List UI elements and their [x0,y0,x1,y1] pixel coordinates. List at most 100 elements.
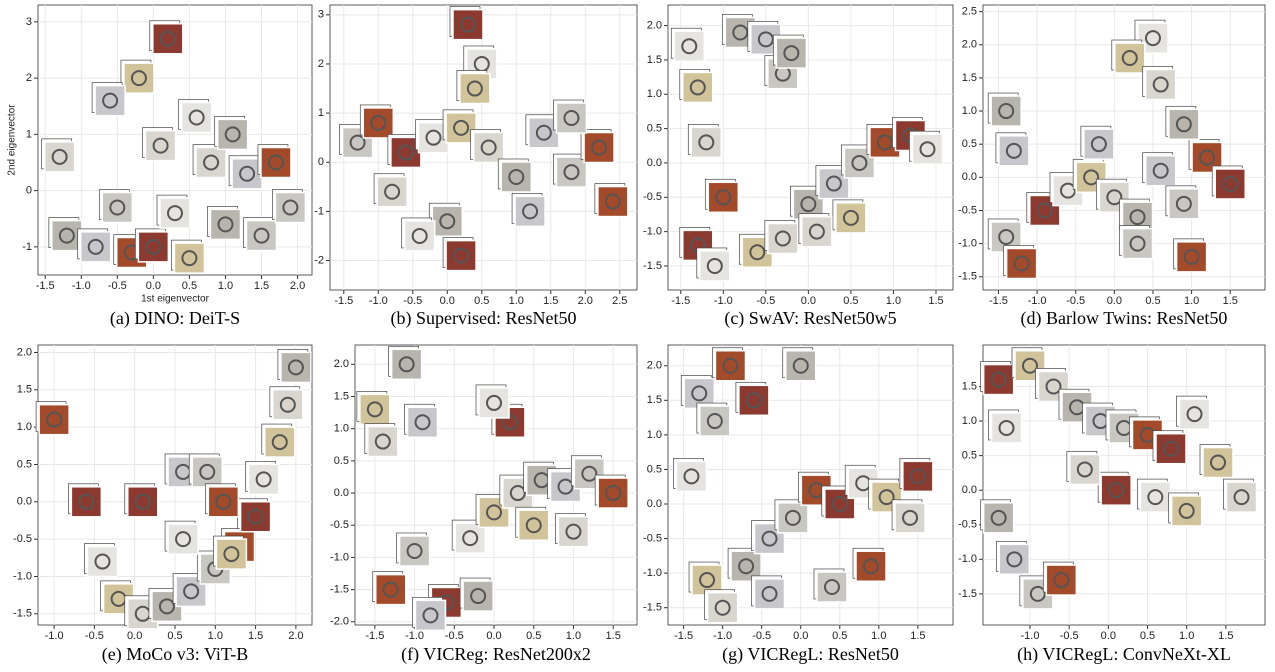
caption: (g) VICRegL: ResNet50 [722,644,899,665]
x-tick-label: 1.0 [509,295,524,307]
y-tick-label: 0.5 [334,455,349,467]
y-tick-label: 2.0 [17,346,32,358]
thumbnail [415,600,445,630]
thumbnail [991,96,1021,126]
x-tick-label: 1.0 [566,630,581,642]
x-tick-label: 0.5 [182,280,197,292]
thumbnail [1123,229,1153,259]
y-tick-label: -1.0 [643,226,662,238]
x-tick-label: 1.5 [606,630,621,642]
y-tick-label: 2 [26,72,32,84]
y-tick-label: -1 [314,205,324,217]
caption: (c) SwAV: ResNet50w5 [724,308,896,329]
thumbnail [460,74,490,104]
thumbnail [39,405,69,435]
x-tick-label: 1.5 [1218,630,1233,642]
y-tick-label: 1.0 [962,105,977,117]
x-tick-label: 0.0 [1107,295,1122,307]
thumbnail [999,136,1029,166]
thumbnail [715,351,745,381]
y-tick-label: 2 [318,58,324,70]
y-tick-label: 2.0 [334,358,349,370]
thumbnail [755,579,785,609]
x-tick-label: -0.5 [752,630,771,642]
thumbnail [708,593,738,623]
thumbnail [182,103,212,133]
thumbnail [368,427,398,457]
x-tick-label: 0.5 [526,630,541,642]
thumbnail [138,232,168,262]
y-tick-label: -1.5 [643,260,662,272]
thumbnail [218,119,248,149]
x-tick-label: 0.0 [146,280,161,292]
y-tick-label: 2.0 [647,360,662,372]
x-tick-label: -1.5 [36,280,55,292]
y-tick-label: 0.0 [17,496,32,508]
x-tick-label: -1.0 [714,295,733,307]
y-axis-label: 2nd eigenvector [7,104,18,176]
thumbnail [598,478,628,508]
thumbnail [1046,565,1076,595]
thumbnail [360,394,390,424]
y-tick-label: 0.5 [647,463,662,475]
thumbnail [247,221,277,251]
thumbnail [265,427,295,457]
x-tick-label: 2.0 [578,295,593,307]
thumbnail [1146,70,1176,100]
thumbnail [1101,475,1131,505]
y-tick-label: -0.5 [643,532,662,544]
x-tick-label: 0.0 [486,630,501,642]
thumbnail [708,182,738,212]
thumbnail [1156,434,1186,464]
thumbnail [400,536,430,566]
y-tick-label: -0.5 [330,519,349,531]
thumbnail [1227,482,1257,512]
y-tick-label: 0.5 [647,123,662,135]
thumbnail [241,502,271,532]
thumbnail [463,581,493,611]
x-tick-label: -1.5 [365,630,384,642]
thumbnail [210,209,240,239]
thumbnail [1007,248,1037,278]
y-tick-label: 1.5 [647,394,662,406]
y-tick-label: 0.0 [647,498,662,510]
thumbnail [273,390,303,420]
y-tick-label: -1.0 [958,238,977,250]
y-tick-label: 0.0 [647,157,662,169]
y-tick-label: 1.5 [334,390,349,402]
thumbnail [363,108,393,138]
thumbnail [776,38,806,68]
thumbnail [45,142,75,172]
x-tick-label: 1.0 [886,295,901,307]
y-tick-label: 1 [26,128,32,140]
x-tick-label: 1.5 [910,630,925,642]
thumbnail [903,461,933,491]
x-tick-label: -1.0 [405,630,424,642]
thumbnail [1172,496,1202,526]
x-tick-label: -0.5 [1066,295,1085,307]
thumbnail [778,503,808,533]
x-tick-label: 0.5 [474,295,489,307]
x-tick-label: 2.0 [288,630,303,642]
y-tick-label: 0 [26,185,32,197]
y-tick-label: 1.5 [962,380,977,392]
thumbnail [558,517,588,547]
x-tick-label: 1.5 [248,630,263,642]
x-tick-label: 2.5 [612,295,627,307]
thumbnail [674,31,704,61]
y-tick-label: 1.0 [647,88,662,100]
x-tick-label: -1.5 [671,295,690,307]
thumbnail [786,351,816,381]
y-tick-label: 2.0 [647,20,662,32]
thumbnail [168,524,198,554]
thumbnail [895,503,925,533]
y-tick-label: 1.5 [647,54,662,66]
thumbnail [768,223,798,253]
y-tick-label: 2.0 [962,39,977,51]
x-axis-label: 1st eigenvector [141,294,209,305]
x-tick-label: -1.0 [1021,630,1040,642]
thumbnail [984,503,1014,533]
thumbnail [392,349,422,379]
thumbnail [1177,242,1207,272]
